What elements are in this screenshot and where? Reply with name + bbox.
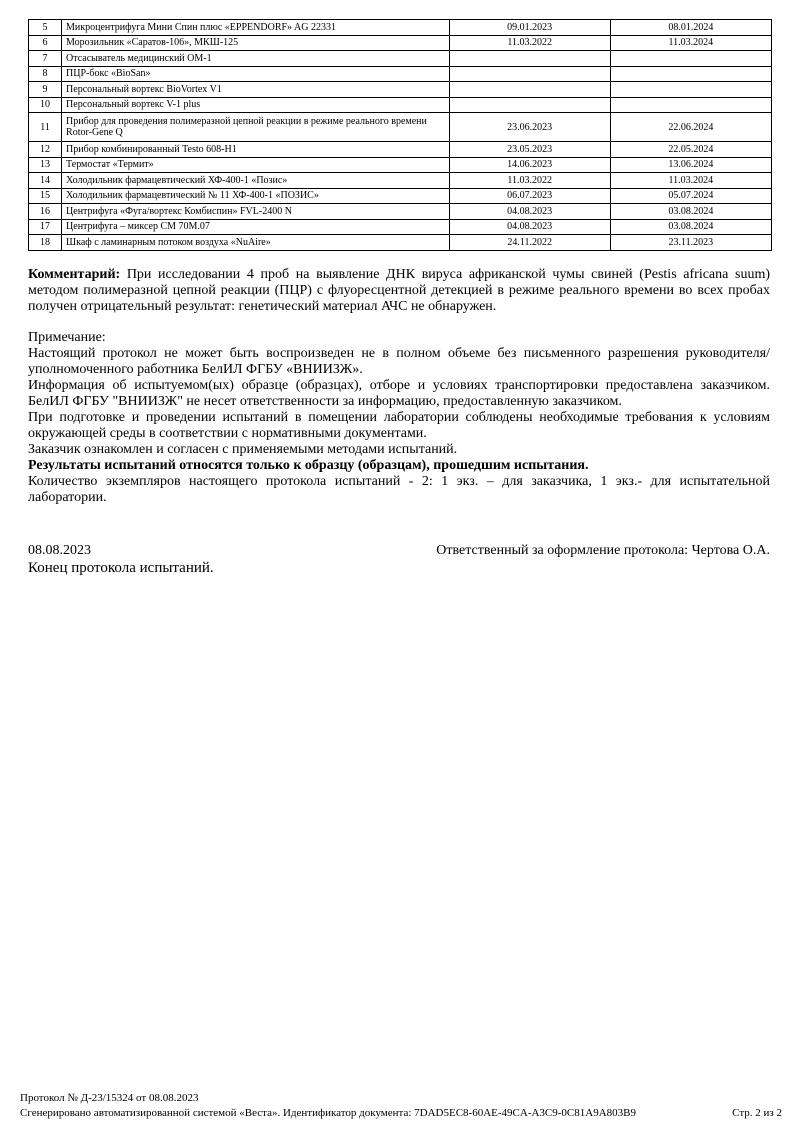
row-number: 10: [27, 96, 63, 113]
date-from: [448, 81, 611, 98]
date-to: [609, 65, 773, 82]
row-number: 13: [27, 156, 63, 173]
equipment-name: Морозильник «Саратов-106», МКШ-125: [61, 34, 450, 51]
note-line: При подготовке и проведении испытаний в …: [28, 410, 770, 441]
signature: 08.08.2023 Ответственный за оформление п…: [28, 543, 770, 576]
equipment-name: Отсасыватель медицинский ОМ-1: [61, 50, 450, 67]
date-to: [609, 96, 773, 113]
note-line: Информация об испытуемом(ых) образце (об…: [28, 378, 770, 409]
footer-protocol: Протокол № Д-23/15324 от 08.08.2023: [20, 1092, 199, 1104]
table-row: 17 Центрифуга – миксер СМ 70М.07 04.08.202…: [27, 218, 773, 235]
equipment-name: Микроцентрифуга Мини Спин плюс «EPPENDOR…: [61, 19, 450, 36]
date-from: 24.11.2022: [448, 234, 611, 251]
date-from: 11.03.2022: [448, 172, 611, 189]
date-from: 06.07.2023: [448, 187, 611, 204]
table-row: 12 Прибор комбинированный Testo 608-H1 23.…: [27, 141, 773, 158]
date-to: 13.06.2024: [609, 156, 773, 173]
date-to: 03.08.2024: [609, 218, 773, 235]
row-number: 15: [27, 187, 63, 204]
equipment-table: 5 Микроцентрифуга Мини Спин плюс «EPPENDO…: [27, 19, 773, 251]
note-copies: Количество экземпляров настоящего проток…: [28, 474, 770, 505]
row-number: 17: [27, 218, 63, 235]
equipment-name: Термостат «Термит»: [61, 156, 450, 173]
note-bold: Результаты испытаний относятся только к …: [28, 458, 589, 473]
equipment-name: Центрифуга «Фуга/вортекс Комбиспин» FVL-…: [61, 203, 450, 220]
equipment-name: Прибор для проведения полимеразной цепно…: [61, 112, 450, 142]
note-line: Настоящий протокол не может быть воспрои…: [28, 346, 770, 377]
date-to: 22.05.2024: [609, 141, 773, 158]
date-to: 11.03.2024: [609, 172, 773, 189]
footer-page: Стр. 2 из 2: [732, 1107, 782, 1119]
signature-responsible: Ответственный за оформление протокола: Ч…: [436, 543, 770, 558]
date-from: [448, 96, 611, 113]
table-row: 7 Отсасыватель медицинский ОМ-1: [27, 50, 773, 67]
comment-text: При исследовании 4 проб на выявление ДНК…: [28, 267, 770, 314]
row-number: 14: [27, 172, 63, 189]
equipment-name: Холодильник фармацевтический ХФ-400-1 «П…: [61, 172, 450, 189]
equipment-name: Холодильник фармацевтический № 11 ХФ-400…: [61, 187, 450, 204]
comment-label: Комментарий:: [28, 267, 121, 282]
note-section: Примечание: Настоящий протокол не может …: [28, 330, 770, 506]
date-to: [609, 81, 773, 98]
table-row: 15 Холодильник фармацевтический № 11 ХФ-4…: [27, 187, 773, 204]
equipment-name: Персональный вортекс V-1 plus: [61, 96, 450, 113]
row-number: 8: [27, 65, 63, 82]
table-row: 11 Прибор для проведения полимеразной цеп…: [27, 112, 773, 142]
table-row: 16 Центрифуга «Фуга/вортекс Комбиспин» FV…: [27, 203, 773, 220]
table-row: 6 Морозильник «Саратов-106», МКШ-125 11.03…: [27, 34, 773, 51]
equipment-name: ПЦР-бокс «BioSan»: [61, 65, 450, 82]
date-from: 04.08.2023: [448, 203, 611, 220]
end-of-protocol: Конец протокола испытаний.: [28, 560, 214, 576]
footer-generated: Сгенерировано автоматизированной системо…: [20, 1107, 636, 1119]
date-to: 08.01.2024: [609, 19, 773, 36]
equipment-name: Персональный вортекс BioVortex V1: [61, 81, 450, 98]
row-number: 7: [27, 50, 63, 67]
date-to: 22.06.2024: [609, 112, 773, 142]
equipment-name: Центрифуга – миксер СМ 70М.07: [61, 218, 450, 235]
date-to: 05.07.2024: [609, 187, 773, 204]
row-number: 18: [27, 234, 63, 251]
date-from: 09.01.2023: [448, 19, 611, 36]
row-number: 16: [27, 203, 63, 220]
signature-date: 08.08.2023: [28, 543, 91, 558]
comment: Комментарий: При исследовании 4 проб на …: [28, 267, 770, 315]
row-number: 11: [27, 112, 63, 142]
row-number: 12: [27, 141, 63, 158]
date-to: 11.03.2024: [609, 34, 773, 51]
date-from: 04.08.2023: [448, 218, 611, 235]
note-line: Заказчик ознакомлен и согласен с применя…: [28, 442, 458, 457]
table-row: 14 Холодильник фармацевтический ХФ-400-1 …: [27, 172, 773, 189]
date-from: 23.06.2023: [448, 112, 611, 142]
date-to: 03.08.2024: [609, 203, 773, 220]
equipment-name: Прибор комбинированный Testo 608-H1: [61, 141, 450, 158]
date-from: [448, 50, 611, 67]
equipment-name: Шкаф с ламинарным потоком воздуха «NuAir…: [61, 234, 450, 251]
table-row: 5 Микроцентрифуга Мини Спин плюс «EPPENDO…: [27, 19, 773, 36]
table-row: 10 Персональный вортекс V-1 plus: [27, 96, 773, 113]
date-from: [448, 65, 611, 82]
date-from: 14.06.2023: [448, 156, 611, 173]
date-to: [609, 50, 773, 67]
note-title: Примечание:: [28, 330, 106, 345]
table-row: 18 Шкаф с ламинарным потоком воздуха «NuA…: [27, 234, 773, 251]
table-row: 13 Термостат «Термит» 14.06.2023 13.06.2024: [27, 156, 773, 173]
table-row: 9 Персональный вортекс BioVortex V1: [27, 81, 773, 98]
date-from: 11.03.2022: [448, 34, 611, 51]
row-number: 6: [27, 34, 63, 51]
table-row: 8 ПЦР-бокс «BioSan»: [27, 65, 773, 82]
date-to: 23.11.2023: [609, 234, 773, 251]
date-from: 23.05.2023: [448, 141, 611, 158]
row-number: 9: [27, 81, 63, 98]
row-number: 5: [27, 19, 63, 36]
